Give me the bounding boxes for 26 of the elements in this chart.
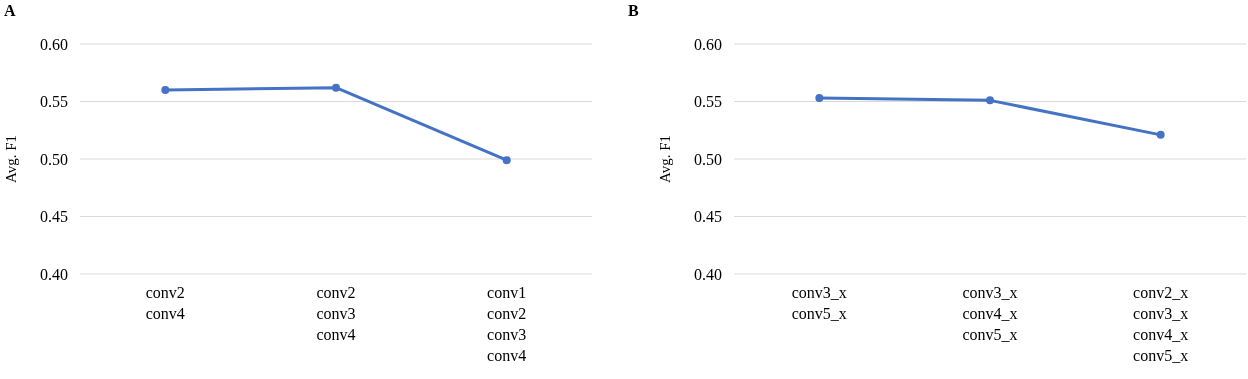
y-axis-title: Avg. F1 [3, 134, 19, 184]
x-tick-label: conv2_x conv3_x conv4_x conv5_x [1133, 284, 1189, 364]
point [815, 94, 824, 103]
y-tick-label: 0.40 [694, 265, 722, 283]
y-tick-label: 0.40 [40, 265, 68, 283]
point [161, 86, 170, 94]
y-tick-label: 0.60 [694, 35, 722, 53]
x-tick-label: conv2 conv3 conv4 [316, 284, 356, 343]
y-tick-label: 0.50 [40, 150, 68, 168]
point [332, 83, 340, 92]
x-tick-label: conv2 conv4 [145, 284, 185, 322]
y-tick-label: 0.55 [40, 93, 68, 111]
x-tick-label: conv3_x conv4_x conv5_x [962, 284, 1018, 343]
point [1156, 130, 1165, 139]
chart-title: A [4, 2, 16, 19]
point [502, 156, 511, 165]
y-axis-title: Avg. F1 [657, 134, 673, 184]
chart-title: B [628, 2, 639, 19]
x-tick-label: conv3_x conv5_x [791, 284, 847, 322]
y-tick-label: 0.55 [694, 93, 722, 111]
y-tick-label: 0.45 [694, 208, 722, 226]
y-tick-label: 0.50 [694, 150, 722, 168]
y-tick-label: 0.45 [40, 208, 68, 226]
x-tick-label: conv1 conv2 conv3 conv4 [487, 284, 527, 364]
y-tick-label: 0.60 [40, 35, 68, 53]
point [986, 96, 994, 105]
